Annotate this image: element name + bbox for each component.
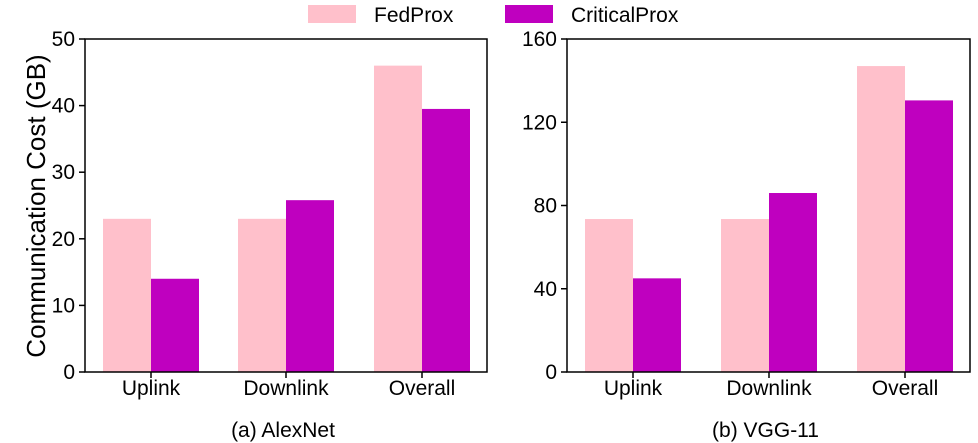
legend-swatch-fedprox — [308, 5, 356, 23]
bar-fedprox-downlink — [721, 219, 769, 372]
x-tick-label: Downlink — [726, 377, 812, 400]
chart-panel-vgg11: 0 40 80 120 160 Uplink Downlink Overall (b) VGG-… — [522, 28, 971, 442]
y-tick-label: 10 — [52, 294, 75, 317]
bar-fedprox-overall — [374, 65, 422, 372]
legend-swatch-criticalprox — [505, 5, 553, 23]
y-tick-label: 40 — [534, 278, 557, 301]
legend-label-criticalprox: CriticalProx — [571, 4, 679, 27]
bar-criticalprox-uplink — [633, 278, 681, 372]
legend-label-fedprox: FedProx — [374, 4, 454, 27]
x-tick-label: Uplink — [604, 377, 663, 400]
y-tick-label: 0 — [63, 361, 75, 384]
y-tick-label: 20 — [52, 228, 75, 251]
x-tick-label: Overall — [872, 377, 939, 400]
x-tick-label: Uplink — [122, 377, 181, 400]
bar-fedprox-downlink — [238, 218, 286, 372]
x-tick-label: Overall — [389, 377, 456, 400]
y-tick-label: 30 — [52, 161, 75, 184]
bar-criticalprox-overall — [422, 108, 470, 373]
y-tick-label: 120 — [522, 111, 557, 134]
y-axis-label: Communication Cost (GB) — [21, 54, 51, 357]
bar-criticalprox-uplink — [151, 278, 199, 372]
bar-criticalprox-downlink — [286, 200, 334, 372]
panel-caption: (b) VGG-11 — [712, 419, 819, 442]
chart-panel-alexnet: 0 10 20 30 40 50 Uplink Downlink Overall (a) Alex… — [52, 28, 488, 442]
panel-caption: (a) AlexNet — [231, 419, 335, 442]
legend: FedProx CriticalProx — [308, 4, 679, 27]
bar-fedprox-overall — [857, 66, 905, 373]
bar-fedprox-uplink — [585, 219, 633, 372]
y-tick-label: 0 — [545, 361, 557, 384]
bar-fedprox-uplink — [103, 218, 151, 372]
bar-criticalprox-downlink — [769, 193, 817, 372]
y-tick-label: 40 — [52, 95, 75, 118]
y-tick-label: 80 — [534, 195, 557, 218]
y-tick-label: 160 — [522, 28, 557, 51]
x-tick-label: Downlink — [243, 377, 329, 400]
bar-criticalprox-overall — [905, 100, 953, 372]
y-tick-label: 50 — [52, 28, 75, 51]
